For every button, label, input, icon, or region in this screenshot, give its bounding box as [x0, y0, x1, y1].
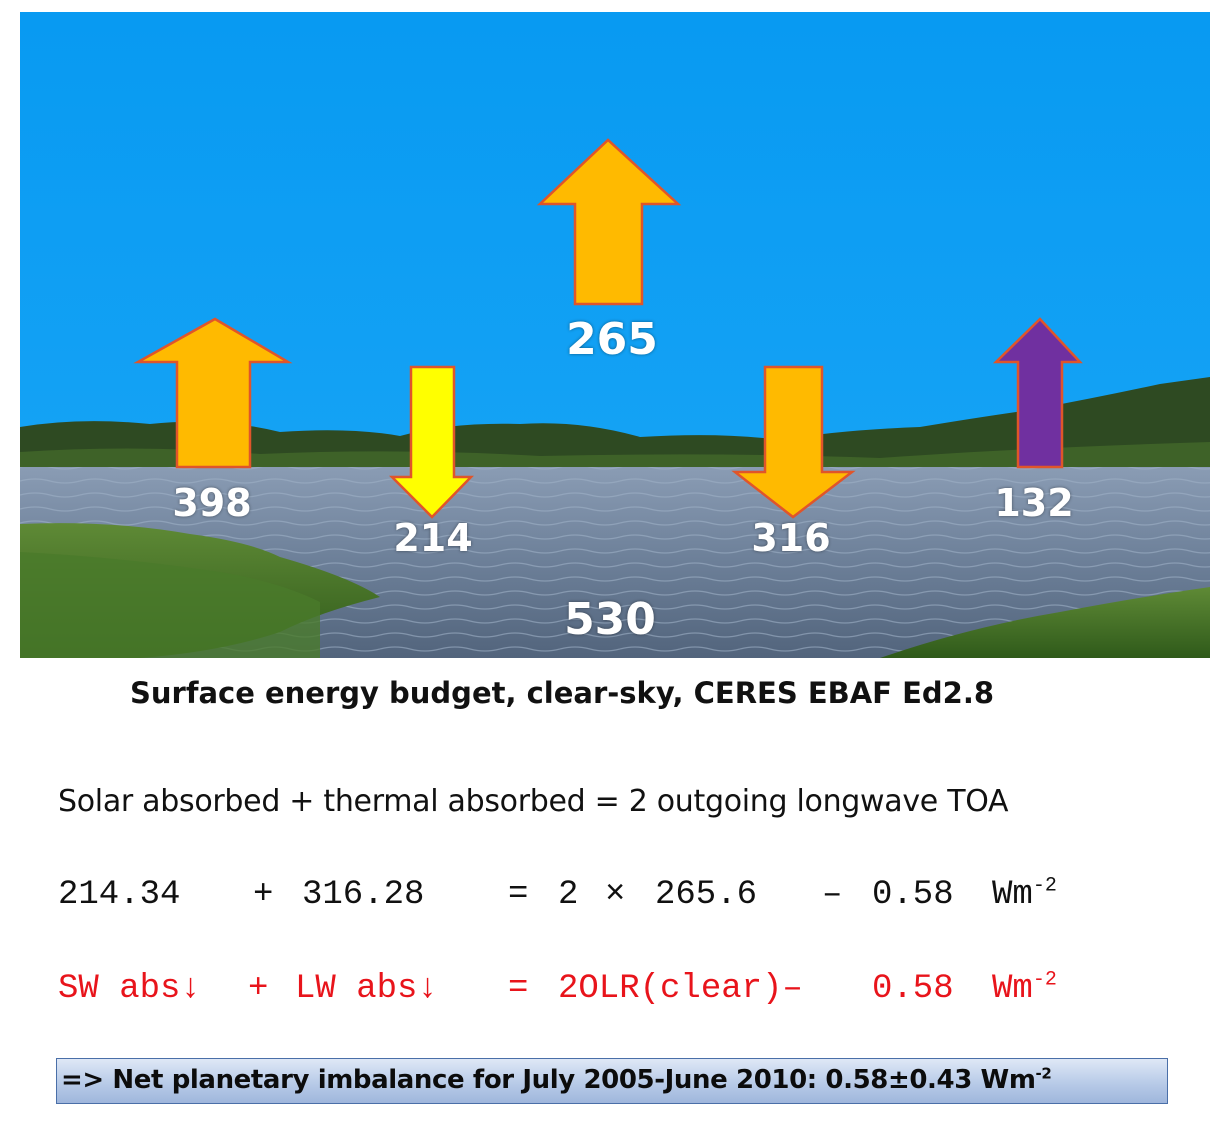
- net-imbalance-main: => Net planetary imbalance for July 2005…: [61, 1065, 1036, 1095]
- net-imbalance-text: => Net planetary imbalance for July 2005…: [61, 1064, 1052, 1095]
- eq-numeric-unit-text: Wm: [992, 876, 1033, 914]
- olr-arrow: [536, 138, 682, 306]
- eq-numeric-a: 214.34: [58, 876, 181, 914]
- eq-numeric-plus: +: [253, 876, 274, 914]
- eq-symbolic-lw: LW abs↓: [295, 970, 438, 1008]
- eq-numeric-b: 316.28: [302, 876, 425, 914]
- eq-numeric-two: 2: [558, 876, 579, 914]
- eq-symbolic-equals: =: [508, 970, 529, 1008]
- eq-symbolic-plus: +: [248, 970, 269, 1008]
- surface-emission-value: 398: [172, 481, 252, 525]
- lake-scene: [20, 12, 1210, 658]
- eq-symbolic-d: 0.58: [872, 970, 954, 1008]
- total-absorbed-value: 530: [564, 594, 656, 645]
- solar-absorbed-value: 214: [393, 516, 473, 560]
- surface-emission-arrow: [133, 317, 293, 469]
- eq-symbolic-sw: SW abs↓: [58, 970, 201, 1008]
- eq-numeric-d: 0.58: [872, 876, 954, 914]
- eq-numeric-minus: –: [822, 876, 843, 914]
- eq-numeric-equals: =: [508, 876, 529, 914]
- equation-words: Solar absorbed + thermal absorbed = 2 ou…: [58, 784, 1009, 819]
- net-up-value: 132: [994, 481, 1074, 525]
- eq-symbolic-unit-text: Wm: [992, 970, 1033, 1008]
- eq-symbolic-olr: 2OLR(clear)–: [558, 970, 803, 1008]
- net-imbalance-banner: => Net planetary imbalance for July 2005…: [56, 1058, 1168, 1104]
- eq-numeric-times: ×: [605, 876, 626, 914]
- right-grass: [880, 587, 1210, 658]
- thermal-absorbed-value: 316: [751, 516, 831, 560]
- thermal-absorbed-arrow: [731, 365, 856, 519]
- figure-caption: Surface energy budget, clear-sky, CERES …: [130, 676, 995, 710]
- eq-numeric-c: 265.6: [655, 876, 758, 914]
- far-hills: [20, 377, 1210, 470]
- olr-value: 265: [566, 314, 658, 365]
- eq-symbolic-unit-exponent: -2: [1032, 968, 1057, 992]
- eq-numeric-unit: Wm-2: [992, 874, 1057, 914]
- eq-numeric-unit-exponent: -2: [1032, 874, 1057, 898]
- net-up-arrow: [992, 317, 1083, 469]
- net-imbalance-exponent: -2: [1035, 1064, 1052, 1083]
- eq-symbolic-unit: Wm-2: [992, 968, 1057, 1008]
- solar-absorbed-arrow: [388, 365, 474, 519]
